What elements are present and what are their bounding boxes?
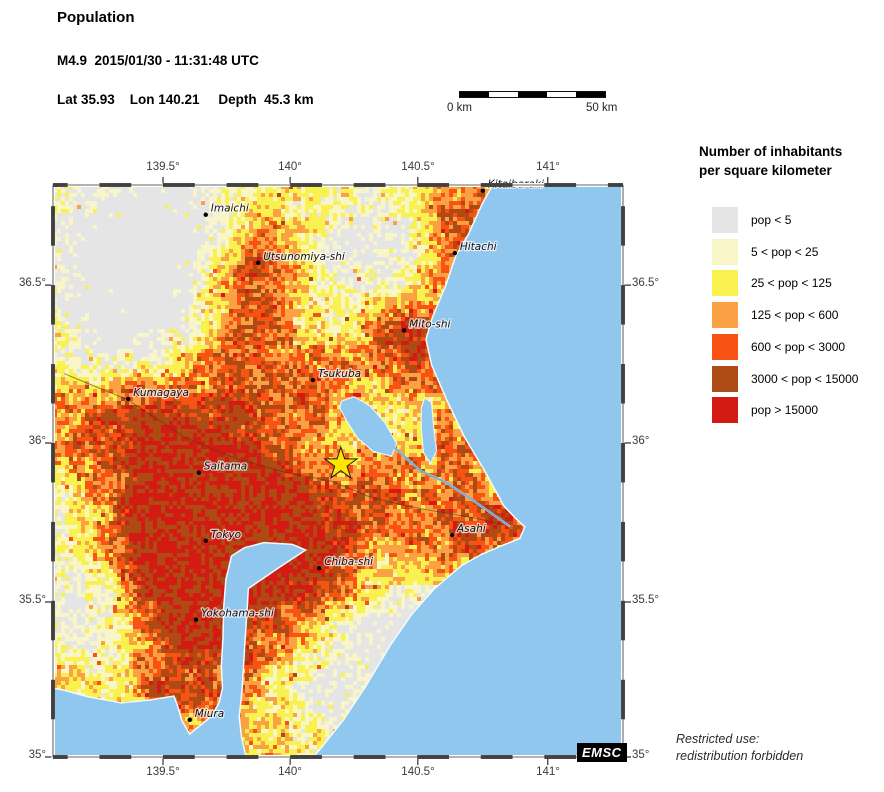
event-magnitude-datetime: M4.9 2015/01/30 - 11:31:48 UTC bbox=[57, 53, 259, 68]
legend-item-label: pop > 15000 bbox=[751, 403, 819, 417]
axis-tick-label-lat: 36.5° bbox=[19, 277, 46, 289]
scale-segment bbox=[518, 92, 547, 97]
population-density-map-canvas bbox=[45, 177, 631, 765]
axis-tick-label-lon: 141° bbox=[536, 766, 560, 778]
axis-tick-label-lat: 35° bbox=[632, 749, 650, 761]
legend-item: 5 < pop < 25 bbox=[712, 239, 818, 265]
page-title: Population bbox=[57, 9, 135, 26]
restricted-use-note: Restricted use: redistribution forbidden bbox=[676, 731, 803, 764]
map-scale-bar: 0 km 50 km bbox=[447, 91, 617, 114]
axis-tick-label-lat: 35.5° bbox=[19, 594, 46, 606]
legend-item: 3000 < pop < 15000 bbox=[712, 366, 858, 392]
legend-item-label: 25 < pop < 125 bbox=[751, 276, 832, 290]
legend-item-label: 5 < pop < 25 bbox=[751, 245, 819, 259]
legend-color-swatch bbox=[712, 397, 738, 423]
scale-end-label: 50 km bbox=[586, 102, 618, 114]
emsc-logo: EMSC bbox=[577, 743, 627, 762]
restricted-line2: redistribution forbidden bbox=[676, 748, 804, 763]
axis-tick-label-lon: 141° bbox=[536, 161, 560, 173]
scale-segment bbox=[460, 92, 489, 97]
axis-tick-label-lat: 36.5° bbox=[632, 277, 659, 289]
axis-tick-label-lat: 35° bbox=[28, 749, 46, 761]
axis-tick-label-lon: 140.5° bbox=[401, 161, 435, 173]
legend-color-swatch bbox=[712, 239, 738, 265]
legend-item-label: 600 < pop < 3000 bbox=[751, 340, 846, 354]
scale-bar-segments bbox=[459, 91, 606, 98]
legend-item: pop > 15000 bbox=[712, 397, 818, 423]
legend-color-swatch bbox=[712, 334, 738, 360]
restricted-line1: Restricted use: bbox=[676, 732, 760, 746]
legend-item: 125 < pop < 600 bbox=[712, 302, 838, 328]
axis-tick-label-lon: 140° bbox=[278, 766, 302, 778]
axis-tick-label-lat: 36° bbox=[28, 435, 46, 447]
legend-title-line2: per square kilometer bbox=[699, 163, 832, 178]
scale-segment bbox=[576, 92, 605, 97]
legend-color-swatch bbox=[712, 366, 738, 392]
legend-item-label: 125 < pop < 600 bbox=[751, 308, 839, 322]
axis-tick-label-lat: 36° bbox=[632, 435, 650, 447]
legend-color-swatch bbox=[712, 302, 738, 328]
axis-tick-label-lon: 140° bbox=[278, 161, 302, 173]
legend-color-swatch bbox=[712, 207, 738, 233]
legend-item: 25 < pop < 125 bbox=[712, 270, 832, 296]
legend-item-label: 3000 < pop < 15000 bbox=[751, 372, 859, 386]
legend-item: pop < 5 bbox=[712, 207, 791, 233]
legend-title: Number of inhabitants per square kilomet… bbox=[699, 142, 842, 180]
scale-segment bbox=[489, 92, 518, 97]
legend-item: 600 < pop < 3000 bbox=[712, 334, 845, 360]
legend-item-label: pop < 5 bbox=[751, 213, 792, 227]
scale-segment bbox=[547, 92, 576, 97]
legend-title-line1: Number of inhabitants bbox=[699, 144, 843, 159]
legend-color-swatch bbox=[712, 270, 738, 296]
event-coordinates-depth: Lat 35.93 Lon 140.21 Depth 45.3 km bbox=[57, 92, 314, 107]
scale-start-label: 0 km bbox=[447, 102, 472, 114]
axis-tick-label-lon: 139.5° bbox=[146, 161, 180, 173]
axis-tick-label-lat: 35.5° bbox=[632, 594, 659, 606]
axis-tick-label-lon: 139.5° bbox=[146, 766, 180, 778]
axis-tick-label-lon: 140.5° bbox=[401, 766, 435, 778]
